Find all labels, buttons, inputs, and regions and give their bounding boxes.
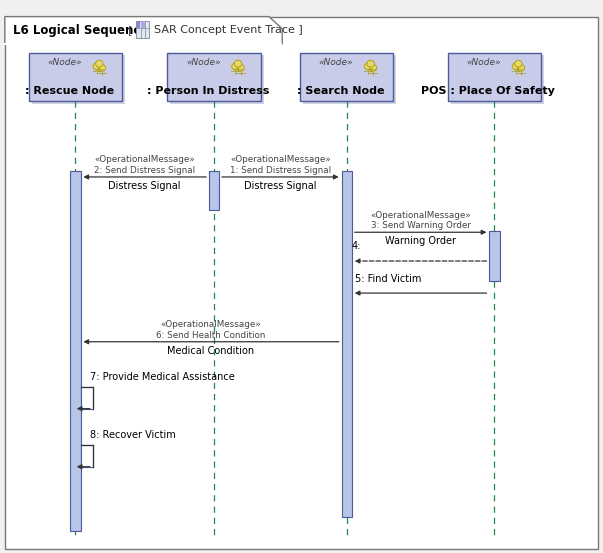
Bar — [341, 171, 352, 517]
Bar — [490, 231, 499, 281]
Bar — [140, 21, 145, 28]
Text: «OperationalMessage»
3: Send Warning Order: «OperationalMessage» 3: Send Warning Ord… — [370, 211, 471, 230]
Circle shape — [515, 60, 522, 67]
Text: «Node»: «Node» — [318, 58, 353, 67]
Circle shape — [370, 64, 377, 71]
Circle shape — [512, 63, 520, 70]
Bar — [81, 445, 93, 467]
Text: «OperationalMessage»
2: Send Distress Signal: «OperationalMessage» 2: Send Distress Si… — [94, 155, 195, 175]
Circle shape — [235, 60, 242, 67]
Text: [: [ — [128, 25, 133, 35]
Text: 8: Recover Victim: 8: Recover Victim — [90, 430, 176, 440]
Circle shape — [96, 60, 103, 67]
Text: 4:: 4: — [352, 241, 361, 251]
Circle shape — [517, 64, 525, 71]
Text: 7: Provide Medical Assistance: 7: Provide Medical Assistance — [90, 372, 235, 382]
Bar — [447, 53, 541, 101]
Text: Warning Order: Warning Order — [385, 236, 456, 246]
Text: : Rescue Node: : Rescue Node — [25, 86, 114, 96]
Bar — [167, 53, 261, 101]
Circle shape — [98, 64, 106, 71]
Bar — [300, 53, 393, 101]
Bar — [136, 21, 140, 28]
Text: Medical Condition: Medical Condition — [168, 346, 254, 356]
Text: «Node»: «Node» — [47, 58, 82, 67]
Bar — [136, 21, 149, 38]
Text: Distress Signal: Distress Signal — [244, 181, 317, 191]
Bar — [450, 55, 544, 104]
Bar — [209, 171, 219, 210]
PathPatch shape — [5, 17, 282, 44]
Bar — [29, 53, 122, 101]
Text: «Node»: «Node» — [466, 58, 501, 67]
Text: «OperationalMessage»
6: Send Health Condition: «OperationalMessage» 6: Send Health Cond… — [156, 320, 266, 340]
Text: L6 Logical Sequence: L6 Logical Sequence — [13, 24, 149, 37]
Text: «OperationalMessage»
1: Send Distress Signal: «OperationalMessage» 1: Send Distress Si… — [230, 155, 331, 175]
Bar — [303, 55, 397, 104]
Text: 5: Find Victim: 5: Find Victim — [355, 274, 421, 284]
Bar — [70, 171, 81, 531]
Text: : Person In Distress: : Person In Distress — [147, 86, 269, 96]
Circle shape — [367, 60, 374, 67]
Text: «Node»: «Node» — [186, 58, 221, 67]
Circle shape — [93, 63, 101, 70]
Bar — [81, 387, 93, 409]
Text: POS : Place Of Safety: POS : Place Of Safety — [421, 86, 555, 96]
Bar — [31, 55, 125, 104]
Circle shape — [232, 63, 239, 70]
Bar — [171, 55, 264, 104]
Circle shape — [364, 63, 372, 70]
Text: SAR Concept Event Trace ]: SAR Concept Event Trace ] — [154, 25, 303, 35]
Text: : Search Node: : Search Node — [297, 86, 385, 96]
Text: Distress Signal: Distress Signal — [109, 181, 181, 191]
Circle shape — [237, 64, 244, 71]
